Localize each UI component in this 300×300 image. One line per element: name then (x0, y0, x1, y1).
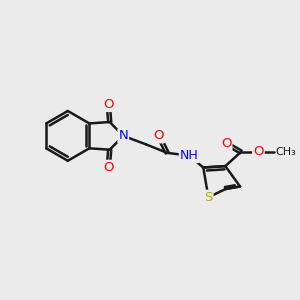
Text: O: O (103, 98, 113, 111)
Text: O: O (253, 146, 264, 158)
Text: N: N (118, 129, 128, 142)
Text: O: O (153, 129, 164, 142)
Text: O: O (221, 137, 231, 150)
Text: O: O (103, 161, 113, 174)
Text: CH₃: CH₃ (275, 147, 296, 157)
Text: S: S (204, 191, 213, 204)
Text: NH: NH (180, 149, 199, 162)
